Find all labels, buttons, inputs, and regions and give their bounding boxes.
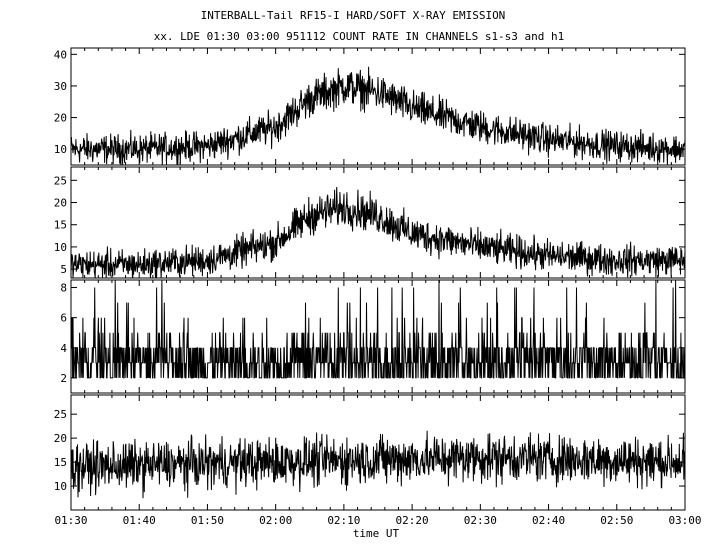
panel-frame-s1 xyxy=(70,47,686,166)
panel-frame-s2 xyxy=(70,166,686,279)
panel-h1: 10 15 20 25 xyxy=(54,394,686,511)
y-tick-label-s3: 6 xyxy=(60,312,67,325)
y-tick-label-h1: 20 xyxy=(54,432,67,445)
x-tick-label: 01:30 xyxy=(54,514,87,527)
series-s2 xyxy=(70,186,686,279)
series-s1 xyxy=(70,66,686,166)
y-tick-label-s1: 20 xyxy=(54,112,67,125)
x-tick-label: 01:40 xyxy=(123,514,156,527)
y-tick-label-s2: 10 xyxy=(54,241,67,254)
y-tick-label-h1: 10 xyxy=(54,480,67,493)
y-tick-label-s2: 15 xyxy=(54,219,67,232)
y-tick-label-s3: 8 xyxy=(60,282,67,295)
x-tick-label: 02:40 xyxy=(532,514,565,527)
x-axis: 01:30 01:40 01:50 02:00 02:10 02:20 02:30 02:40… xyxy=(54,514,701,527)
series-h1 xyxy=(70,430,686,499)
x-tick-label: 03:00 xyxy=(668,514,701,527)
x-tick-label: 02:50 xyxy=(600,514,633,527)
y-tick-label-h1: 25 xyxy=(54,408,67,421)
y-tick-label-s2: 5 xyxy=(60,263,67,276)
y-tick-label-s3: 2 xyxy=(60,372,67,385)
y-tick-label-s1: 10 xyxy=(54,143,67,156)
x-tick-label: 02:30 xyxy=(464,514,497,527)
y-tick-label-s1: 40 xyxy=(54,48,67,61)
chart-title: INTERBALL-Tail RF15-I HARD/SOFT X-RAY EM… xyxy=(201,9,506,22)
y-tick-label-h1: 15 xyxy=(54,456,67,469)
x-axis-label: time UT xyxy=(353,527,400,540)
x-tick-label: 02:10 xyxy=(327,514,360,527)
panel-s1: 10 20 30 40 xyxy=(54,47,686,166)
panels-group: 10 20 30 40 5 10 15 20 25 2 4 6 8 10 15 20 25 xyxy=(54,47,686,511)
panel-s2: 5 10 15 20 25 xyxy=(54,166,686,279)
y-tick-label-s2: 20 xyxy=(54,197,67,210)
x-tick-label: 02:20 xyxy=(396,514,429,527)
panel-s3: 2 4 6 8 xyxy=(60,279,686,394)
y-tick-label-s3: 4 xyxy=(60,342,67,355)
x-tick-label: 01:50 xyxy=(191,514,224,527)
chart-subtitle: xx. LDE 01:30 03:00 951112 COUNT RATE IN… xyxy=(154,30,565,43)
y-tick-label-s1: 30 xyxy=(54,80,67,93)
series-s3 xyxy=(70,279,686,379)
y-tick-label-s2: 25 xyxy=(54,174,67,187)
x-tick-label: 02:00 xyxy=(259,514,292,527)
